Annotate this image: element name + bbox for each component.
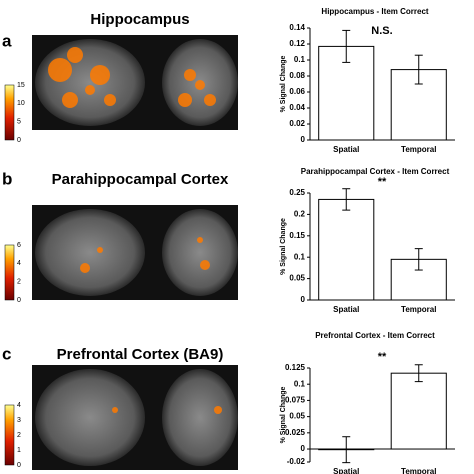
x-tick-label: Spatial [333, 145, 359, 154]
activation-blob [104, 94, 116, 106]
y-tick-label: 0.04 [289, 103, 305, 112]
y-tick-label: 0.2 [294, 210, 306, 219]
y-tick-label: 0.15 [289, 231, 305, 240]
brain-coronal [162, 209, 238, 296]
colorbar-tick-label: 2 [17, 432, 21, 439]
brain-sagittal [35, 39, 145, 126]
annotation: ** [378, 351, 387, 363]
y-tick-label: 0.05 [289, 274, 305, 283]
y-tick-label: 0 [301, 295, 306, 304]
colorbar [4, 404, 15, 466]
colorbar-tick-label: 2 [17, 279, 21, 286]
chart-title: Hippocampus - Item Correct [321, 7, 428, 16]
colorbar-tick-label: 15 [17, 82, 25, 89]
y-tick-label: 0.1 [294, 55, 306, 64]
activation-blob [90, 65, 110, 85]
colorbar-tick-label: 5 [17, 119, 21, 126]
x-tick-label: Temporal [401, 145, 436, 154]
chart-title: Prefrontal Cortex - Item Correct [315, 331, 435, 340]
x-tick-label: Temporal [401, 467, 436, 474]
activation-blob [48, 58, 72, 82]
activation-blob [112, 407, 118, 413]
y-tick-label: 0.125 [285, 363, 306, 372]
y-axis-label: % Signal Change [280, 56, 287, 113]
y-tick-label: 0.05 [289, 412, 305, 421]
panel-title: Hippocampus [90, 11, 189, 28]
y-tick-label: 0.12 [289, 39, 305, 48]
annotation: N.S. [371, 25, 392, 37]
bar [318, 198, 375, 301]
colorbar-tick-label: 0 [17, 297, 21, 304]
y-tick-label: 0.1 [294, 252, 306, 261]
y-tick-label: 0 [301, 444, 306, 453]
activation-blob [204, 94, 216, 106]
y-tick-label: 0.025 [285, 428, 306, 437]
activation-blob [62, 92, 78, 108]
panel-title: Parahippocampal Cortex [52, 171, 229, 188]
activation-blob [80, 263, 90, 273]
colorbar [4, 244, 15, 301]
panel-label: a [2, 31, 12, 50]
y-tick-label: 0.14 [289, 23, 305, 32]
colorbar-tick-label: 3 [17, 417, 21, 424]
y-tick-label: 0.1 [294, 379, 306, 388]
brain-sagittal [35, 369, 145, 466]
y-tick-label: 0.08 [289, 71, 305, 80]
x-tick-label: Temporal [401, 305, 436, 314]
activation-blob [200, 260, 210, 270]
activation-blob [214, 406, 222, 414]
x-tick-label: Spatial [333, 305, 359, 314]
chart-title: Parahippocampal Cortex - Item Correct [301, 167, 450, 176]
brain-coronal [162, 369, 238, 466]
activation-blob [184, 69, 196, 81]
y-axis-label: % Signal Change [280, 387, 287, 444]
activation-blob [97, 247, 103, 253]
y-tick-label: -0.02 [287, 457, 306, 466]
y-tick-label: 0.075 [285, 396, 306, 405]
colorbar-tick-label: 6 [17, 242, 21, 249]
activation-blob [197, 237, 203, 243]
colorbar-tick-label: 0 [17, 137, 21, 144]
annotation: ** [378, 176, 387, 188]
colorbar-tick-label: 0 [17, 462, 21, 469]
y-axis-label: % Signal Change [280, 218, 287, 275]
panel-label: c [2, 344, 11, 363]
activation-blob [67, 47, 83, 63]
y-tick-label: 0 [301, 135, 306, 144]
x-tick-label: Spatial [333, 467, 359, 474]
colorbar-tick-label: 1 [17, 447, 21, 454]
activation-blob [195, 80, 205, 90]
colorbar-tick-label: 4 [17, 402, 21, 409]
activation-blob [85, 85, 95, 95]
colorbar-tick-label: 10 [17, 100, 25, 107]
y-tick-label: 0.25 [289, 188, 305, 197]
y-tick-label: 0.02 [289, 119, 305, 128]
brain-sagittal [35, 209, 145, 296]
panel-title: Prefrontal Cortex (BA9) [57, 346, 224, 363]
colorbar-tick-label: 4 [17, 260, 21, 267]
bar [390, 372, 447, 450]
y-tick-label: 0.06 [289, 87, 305, 96]
activation-blob [178, 93, 192, 107]
colorbar [4, 84, 15, 141]
panel-label: b [2, 169, 12, 188]
